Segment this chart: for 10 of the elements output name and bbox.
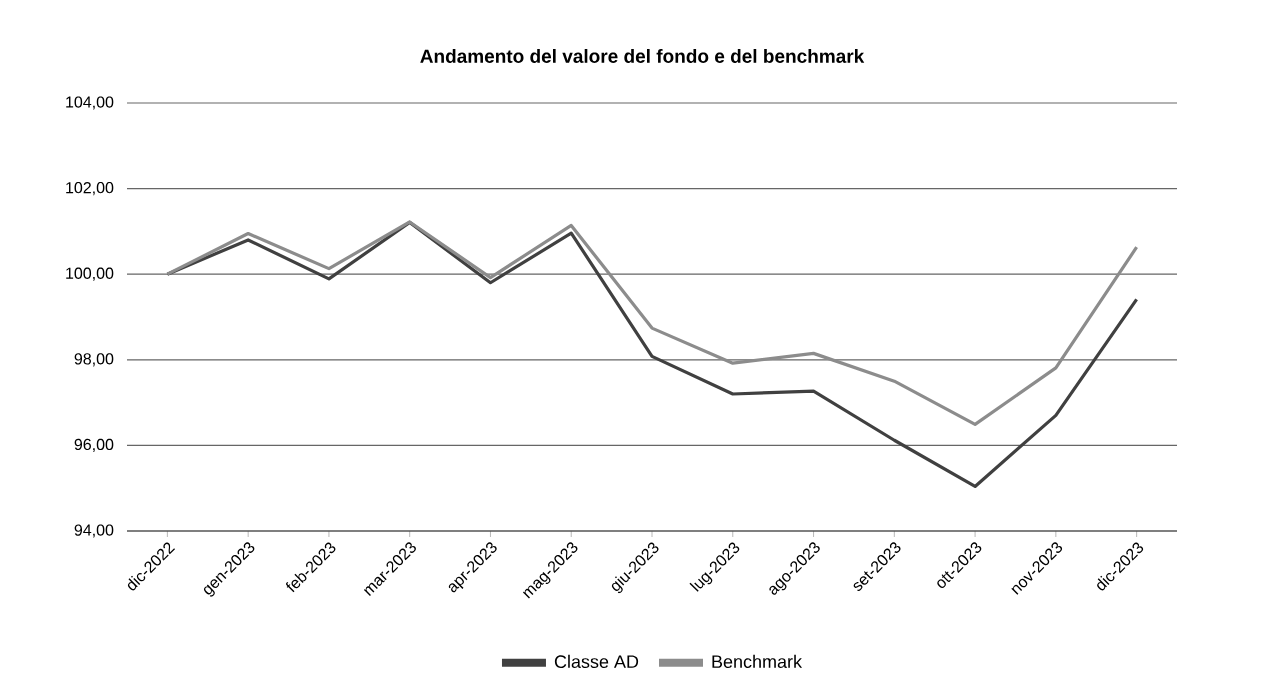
y-tick-label: 102,00 bbox=[66, 181, 114, 196]
y-tick-label: 98,00 bbox=[74, 353, 114, 367]
y-tick-label: 94,00 bbox=[74, 524, 114, 538]
y-tick-label: 100,00 bbox=[66, 267, 114, 281]
chart-title: Andamento del valore del fondo e del benchmark bbox=[420, 49, 865, 63]
legend-label: Benchmark bbox=[712, 654, 803, 669]
y-tick-label: 96,00 bbox=[74, 438, 114, 452]
legend-label: Classe AD bbox=[554, 654, 639, 669]
y-tick-label: 104,00 bbox=[66, 96, 114, 110]
line-series bbox=[165, 220, 1139, 427]
